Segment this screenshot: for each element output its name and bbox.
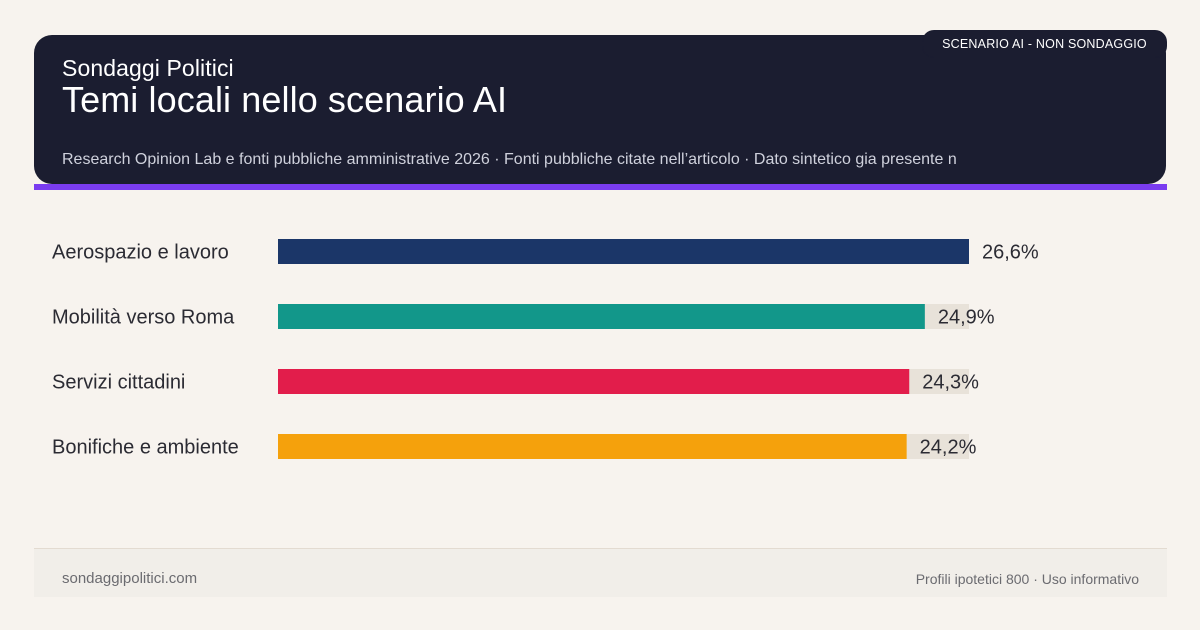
bar — [278, 434, 907, 459]
chart-subtitle: Research Opinion Lab e fonti pubbliche a… — [62, 151, 957, 168]
footer: sondaggipolitici.com Profili ipotetici 8… — [34, 548, 1167, 597]
bar — [278, 369, 910, 394]
value-label: 26,6% — [982, 242, 1039, 264]
brand-name: Sondaggi Politici — [62, 55, 234, 81]
footer-site: sondaggipolitici.com — [62, 570, 198, 587]
chart-title: Temi locali nello scenario AI — [62, 79, 508, 120]
bar — [278, 239, 969, 264]
category-label: Aerospazio e lavoro — [52, 242, 229, 264]
footer-note: Profili ipotetici 800 · Uso informativo — [915, 571, 1139, 587]
value-label: 24,2% — [920, 437, 977, 459]
header-panel: Sondaggi Politici Temi locali nello scen… — [34, 35, 1166, 184]
value-label: 24,3% — [922, 372, 979, 394]
bar — [278, 304, 925, 329]
value-label: 24,9% — [938, 307, 995, 329]
category-label: Servizi cittadini — [52, 372, 185, 394]
header-accent-bar — [34, 184, 1167, 190]
category-label: Bonifiche e ambiente — [52, 437, 239, 459]
category-label: Mobilità verso Roma — [52, 307, 235, 329]
scenario-badge: SCENARIO AI - NON SONDAGGIO — [922, 30, 1167, 58]
